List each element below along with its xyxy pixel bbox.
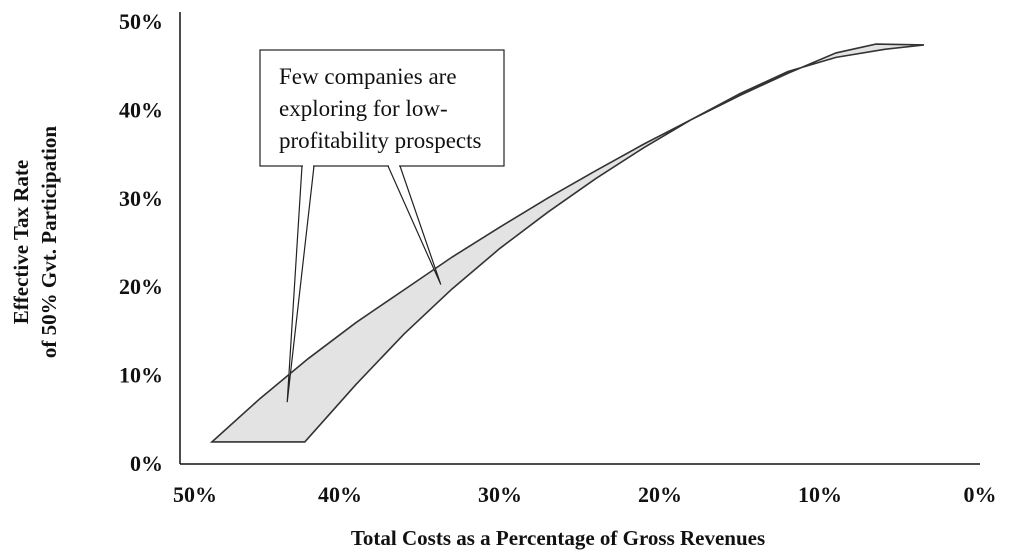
y-axis-title: Effective Tax Rate of 50% Gvt. Participat… <box>9 126 61 358</box>
x-tick-label: 40% <box>318 482 362 507</box>
annotation-callout: Few companies are exploring for low-profi… <box>259 49 505 403</box>
x-tick-label: 30% <box>478 482 522 507</box>
y-axis-title-line: of 50% Gvt. Participation <box>37 126 61 358</box>
y-tick-label: 10% <box>119 363 163 388</box>
y-tick-label: 30% <box>119 186 163 211</box>
callout-box <box>259 49 505 167</box>
y-tick-label: 50% <box>119 9 163 34</box>
x-tick-label: 50% <box>173 482 217 507</box>
callout-text-line: exploring for low- <box>279 96 448 121</box>
x-tick-label: 0% <box>964 482 997 507</box>
y-tick-labels: 0% 10% 20% 30% 40% 50% <box>119 9 163 476</box>
callout-pointer <box>286 165 315 403</box>
x-tick-label: 20% <box>638 482 682 507</box>
x-tick-labels: 50% 40% 30% 20% 10% 0% <box>173 482 997 507</box>
y-tick-label: 20% <box>119 274 163 299</box>
callout-text-line: profitability prospects <box>279 128 482 153</box>
callout-text-line: Few companies are <box>279 64 457 89</box>
x-axis-title: Total Costs as a Percentage of Gross Rev… <box>351 526 765 550</box>
y-tick-label: 0% <box>130 451 163 476</box>
callout-pointer <box>387 165 442 285</box>
y-axis-title-line: Effective Tax Rate <box>9 160 33 324</box>
y-tick-label: 40% <box>119 97 163 122</box>
tax-rate-band <box>209 43 925 443</box>
x-tick-label: 10% <box>798 482 842 507</box>
axes <box>179 12 980 465</box>
